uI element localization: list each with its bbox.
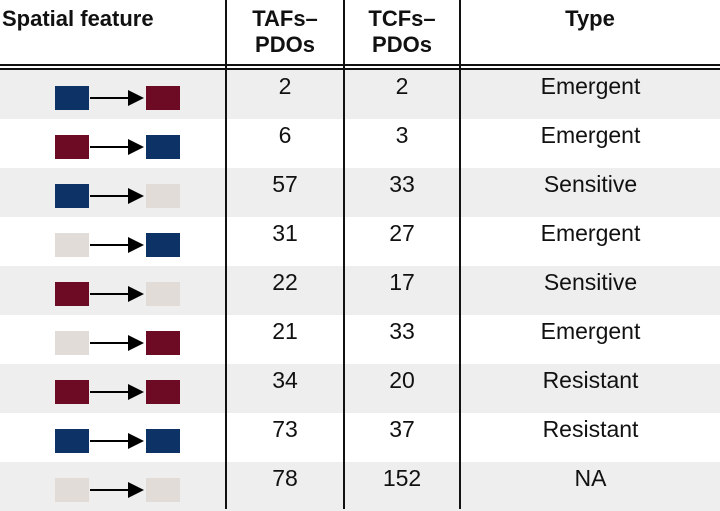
tafs-pdos-cell: 73 — [272, 416, 298, 442]
tafs-pdos-cell: 2 — [278, 73, 292, 99]
from-state-swatch — [55, 331, 89, 355]
from-state-swatch — [55, 478, 89, 502]
header-tafs-line2: PDOs — [255, 32, 315, 57]
arrowhead-icon — [128, 335, 144, 351]
header-rule-bottom — [0, 68, 720, 70]
arrowhead-icon — [128, 482, 144, 498]
from-state-swatch — [55, 429, 89, 453]
table-row: 22 17 Sensitive — [0, 266, 720, 315]
spatial-feature-cell — [0, 168, 225, 217]
arrow-right-icon — [90, 244, 132, 246]
arrowhead-icon — [128, 188, 144, 204]
arrowhead-icon — [128, 433, 144, 449]
arrow-right-icon — [90, 342, 132, 344]
spatial-feature-cell — [0, 217, 225, 266]
to-state-swatch — [146, 429, 180, 453]
arrow-right-icon — [90, 391, 132, 393]
from-state-swatch — [55, 233, 89, 257]
tafs-pdos-cell: 21 — [272, 318, 298, 344]
to-state-swatch — [146, 233, 180, 257]
column-divider-2 — [343, 0, 345, 509]
table-row: 78 152 NA — [0, 462, 720, 511]
arrow-right-icon — [90, 440, 132, 442]
header-spatial-feature-label: Spatial feature — [2, 6, 154, 31]
tafs-pdos-cell: 34 — [272, 367, 298, 393]
header-type: Type — [460, 0, 720, 70]
spatial-feature-cell — [0, 119, 225, 168]
type-cell: Emergent — [540, 122, 641, 148]
spatial-feature-cell — [0, 315, 225, 364]
type-cell: Sensitive — [543, 171, 638, 197]
tcfs-pdos-cell: 27 — [389, 220, 415, 246]
to-state-swatch — [146, 135, 180, 159]
header-tcfs-line2: PDOs — [372, 32, 432, 57]
to-state-swatch — [146, 331, 180, 355]
to-state-swatch — [146, 282, 180, 306]
arrowhead-icon — [128, 90, 144, 106]
tafs-pdos-cell: 78 — [272, 465, 298, 491]
header-tafs-line1: TAFs– — [252, 6, 318, 31]
tafs-pdos-cell: 22 — [272, 269, 298, 295]
tcfs-pdos-cell: 33 — [389, 171, 415, 197]
arrowhead-icon — [128, 139, 144, 155]
spatial-feature-cell — [0, 413, 225, 462]
table-row: 34 20 Resistant — [0, 364, 720, 413]
from-state-swatch — [55, 184, 89, 208]
arrow-right-icon — [90, 146, 132, 148]
type-cell: Resistant — [542, 367, 639, 393]
tcfs-pdos-cell: 3 — [395, 122, 409, 148]
tafs-pdos-cell: 31 — [272, 220, 298, 246]
arrow-right-icon — [90, 293, 132, 295]
arrowhead-icon — [128, 237, 144, 253]
to-state-swatch — [146, 380, 180, 404]
from-state-swatch — [55, 380, 89, 404]
header-spatial-feature: Spatial feature — [0, 0, 228, 70]
tafs-pdos-cell: 57 — [272, 171, 298, 197]
table-row: 73 37 Resistant — [0, 413, 720, 462]
to-state-swatch — [146, 184, 180, 208]
type-cell: Emergent — [540, 73, 641, 99]
spatial-feature-cell — [0, 266, 225, 315]
arrowhead-icon — [128, 286, 144, 302]
tcfs-pdos-cell: 37 — [389, 416, 415, 442]
type-cell: Sensitive — [543, 269, 638, 295]
tcfs-pdos-cell: 20 — [389, 367, 415, 393]
from-state-swatch — [55, 135, 89, 159]
arrow-right-icon — [90, 195, 132, 197]
column-divider-3 — [459, 0, 461, 509]
arrowhead-icon — [128, 384, 144, 400]
header-tcfs-pdos: TCFs– PDOs — [344, 0, 460, 70]
tcfs-pdos-cell: 17 — [389, 269, 415, 295]
type-cell: NA — [574, 465, 607, 491]
column-divider-1 — [225, 0, 227, 509]
arrow-right-icon — [90, 97, 132, 99]
to-state-swatch — [146, 86, 180, 110]
header-tcfs-line1: TCFs– — [368, 6, 436, 31]
from-state-swatch — [55, 282, 89, 306]
header-rule-top — [0, 64, 720, 66]
table-header: Spatial feature TAFs– PDOs TCFs– PDOs Ty… — [0, 0, 720, 64]
table-row: 6 3 Emergent — [0, 119, 720, 168]
table-row: 57 33 Sensitive — [0, 168, 720, 217]
to-state-swatch — [146, 478, 180, 502]
header-type-label: Type — [565, 6, 615, 31]
spatial-feature-cell — [0, 70, 225, 119]
arrow-right-icon — [90, 489, 132, 491]
tafs-pdos-cell: 6 — [278, 122, 292, 148]
spatial-feature-cell — [0, 462, 225, 511]
table-row: 21 33 Emergent — [0, 315, 720, 364]
table-body: 2 2 Emergent 6 3 Emergent 57 33 Sensitive 31 27 Eme… — [0, 70, 720, 511]
type-cell: Emergent — [540, 318, 641, 344]
header-tafs-pdos: TAFs– PDOs — [226, 0, 344, 70]
type-cell: Emergent — [540, 220, 641, 246]
from-state-swatch — [55, 86, 89, 110]
spatial-feature-cell — [0, 364, 225, 413]
table-row: 2 2 Emergent — [0, 70, 720, 119]
tcfs-pdos-cell: 33 — [389, 318, 415, 344]
tcfs-pdos-cell: 2 — [395, 73, 409, 99]
tcfs-pdos-cell: 152 — [382, 465, 422, 491]
type-cell: Resistant — [542, 416, 639, 442]
table-row: 31 27 Emergent — [0, 217, 720, 266]
